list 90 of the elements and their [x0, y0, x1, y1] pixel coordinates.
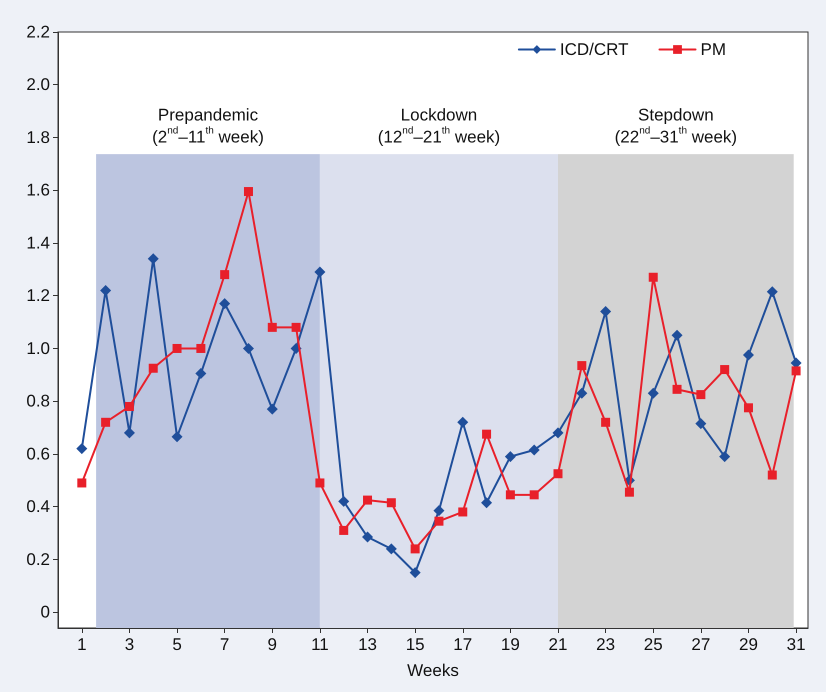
y-tick-label: 0.4: [26, 497, 50, 516]
point: [315, 478, 324, 488]
point: [695, 418, 706, 430]
point: [576, 388, 588, 399]
point: [433, 505, 444, 516]
point: [696, 390, 706, 400]
x-tick-label: 9: [268, 635, 278, 654]
x-tick-label: 31: [786, 635, 806, 654]
point: [577, 361, 586, 370]
point: [172, 431, 183, 442]
point: [528, 444, 540, 456]
x-tick-label: 29: [739, 635, 758, 654]
x-tick-label: 13: [358, 635, 377, 654]
x-tick-label: 21: [548, 635, 568, 654]
point: [76, 443, 88, 454]
x-tick-label: 5: [172, 635, 182, 654]
point: [219, 298, 230, 310]
y-tick-label: 0.8: [26, 392, 50, 411]
point: [410, 567, 421, 578]
point: [195, 368, 206, 380]
y-tick-label: 1.0: [26, 338, 50, 358]
point: [363, 496, 372, 505]
point: [481, 497, 492, 508]
point: [410, 544, 420, 554]
point: [506, 490, 515, 500]
point: [314, 266, 326, 278]
legend-label: PM: [700, 40, 726, 59]
point: [600, 306, 612, 318]
y-tick-label: 0.2: [26, 550, 50, 569]
x-tick-label: 7: [220, 635, 230, 654]
y-tick-label: 2.2: [26, 22, 50, 42]
point: [672, 330, 683, 341]
x-tick-label: 1: [77, 635, 87, 654]
point: [196, 344, 206, 353]
point: [742, 350, 754, 361]
x-tick-label: 15: [406, 635, 425, 654]
point: [172, 344, 182, 353]
point: [268, 322, 277, 332]
point: [552, 427, 564, 438]
point: [148, 364, 158, 373]
point: [458, 507, 468, 516]
point: [242, 342, 254, 354]
point: [648, 388, 659, 399]
x-axis-title: Weeks: [407, 661, 459, 680]
y-tick-label: 1.8: [26, 128, 50, 147]
point: [101, 418, 110, 427]
x-tick-label: 17: [453, 635, 472, 654]
point: [672, 384, 682, 394]
y-tick-label: 1.2: [26, 286, 50, 306]
y-tick-label: 0.6: [26, 444, 50, 464]
x-tick-label: 3: [124, 635, 134, 654]
point: [124, 427, 135, 438]
x-tick-label: 23: [596, 635, 616, 654]
point: [624, 488, 634, 497]
point: [719, 451, 730, 462]
x-tick-label: 25: [644, 635, 663, 654]
point: [362, 532, 374, 543]
point: [744, 403, 753, 412]
x-tick-label: 19: [500, 635, 520, 654]
point: [220, 270, 230, 280]
point: [768, 470, 777, 480]
point: [148, 253, 159, 264]
y-tick-label: 2.0: [26, 75, 50, 94]
point: [648, 272, 658, 282]
point: [434, 516, 444, 526]
point: [386, 543, 397, 554]
point: [100, 284, 112, 296]
x-tick-label: 27: [691, 635, 710, 654]
point: [457, 416, 468, 428]
point: [766, 286, 778, 298]
point: [792, 366, 801, 376]
y-tick-label: 1.4: [26, 233, 50, 252]
point: [292, 322, 301, 332]
point: [554, 469, 562, 478]
point: [124, 402, 134, 411]
y-tick-label: 0: [40, 602, 50, 622]
legend-label: ICD/CRT: [560, 40, 629, 59]
point: [720, 365, 730, 374]
point: [338, 496, 350, 507]
point: [77, 478, 86, 488]
y-tick-label: 1.6: [26, 180, 50, 200]
point: [386, 498, 396, 508]
point: [339, 526, 348, 535]
point: [530, 490, 539, 500]
point: [244, 187, 253, 196]
point: [482, 430, 492, 439]
point: [504, 451, 516, 462]
point: [601, 418, 610, 427]
point: [266, 404, 278, 415]
x-tick-label: 11: [311, 635, 329, 654]
